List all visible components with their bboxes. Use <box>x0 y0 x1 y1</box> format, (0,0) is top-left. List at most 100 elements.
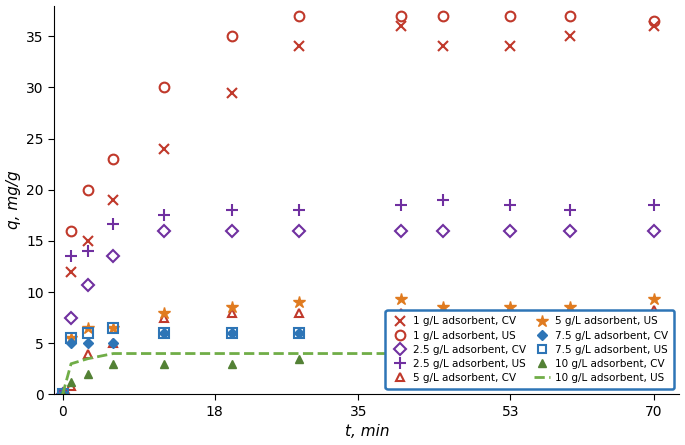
10 g/L adsorbent, CV <box>58 392 66 397</box>
5 g/L adsorbent, US <box>566 305 574 310</box>
Line: 5 g/L adsorbent, US: 5 g/L adsorbent, US <box>56 293 660 400</box>
Line: 5 g/L adsorbent, CV: 5 g/L adsorbent, CV <box>58 305 658 399</box>
1 g/L adsorbent, US <box>227 33 236 39</box>
7.5 g/L adsorbent, CV <box>650 330 658 336</box>
Line: 10 g/L adsorbent, US: 10 g/L adsorbent, US <box>62 353 654 394</box>
10 g/L adsorbent, US <box>58 392 66 397</box>
Line: 2.5 g/L adsorbent, US: 2.5 g/L adsorbent, US <box>66 194 660 262</box>
7.5 g/L adsorbent, US <box>506 330 514 336</box>
2.5 g/L adsorbent, CV <box>295 228 303 233</box>
10 g/L adsorbent, US <box>566 351 574 356</box>
1 g/L adsorbent, CV <box>58 392 66 397</box>
5 g/L adsorbent, CV <box>84 351 92 356</box>
2.5 g/L adsorbent, US <box>160 213 168 218</box>
1 g/L adsorbent, US <box>438 13 447 18</box>
5 g/L adsorbent, US <box>67 336 75 341</box>
10 g/L adsorbent, CV <box>295 356 303 361</box>
7.5 g/L adsorbent, CV <box>295 330 303 336</box>
10 g/L adsorbent, CV <box>438 356 447 361</box>
1 g/L adsorbent, CV <box>84 238 92 243</box>
10 g/L adsorbent, CV <box>566 356 574 361</box>
1 g/L adsorbent, CV <box>67 269 75 274</box>
2.5 g/L adsorbent, US <box>397 202 405 208</box>
7.5 g/L adsorbent, CV <box>397 330 405 336</box>
2.5 g/L adsorbent, CV <box>566 228 574 233</box>
Line: 1 g/L adsorbent, US: 1 g/L adsorbent, US <box>66 11 659 235</box>
5 g/L adsorbent, US <box>506 305 514 310</box>
7.5 g/L adsorbent, US <box>109 325 117 331</box>
5 g/L adsorbent, CV <box>227 310 236 315</box>
10 g/L adsorbent, US <box>438 351 447 356</box>
7.5 g/L adsorbent, US <box>650 330 658 336</box>
10 g/L adsorbent, CV <box>160 361 168 366</box>
7.5 g/L adsorbent, CV <box>160 330 168 336</box>
7.5 g/L adsorbent, US <box>160 330 168 336</box>
10 g/L adsorbent, US <box>650 351 658 356</box>
5 g/L adsorbent, CV <box>506 307 514 312</box>
1 g/L adsorbent, US <box>295 13 303 18</box>
5 g/L adsorbent, US <box>295 299 303 305</box>
2.5 g/L adsorbent, US <box>227 207 236 213</box>
10 g/L adsorbent, CV <box>109 361 117 366</box>
10 g/L adsorbent, US <box>295 351 303 356</box>
1 g/L adsorbent, CV <box>438 44 447 49</box>
1 g/L adsorbent, US <box>506 13 514 18</box>
1 g/L adsorbent, US <box>160 85 168 90</box>
10 g/L adsorbent, US <box>109 351 117 356</box>
2.5 g/L adsorbent, CV <box>506 228 514 233</box>
5 g/L adsorbent, CV <box>109 340 117 346</box>
10 g/L adsorbent, CV <box>397 353 405 358</box>
2.5 g/L adsorbent, US <box>566 207 574 213</box>
1 g/L adsorbent, US <box>650 18 658 24</box>
Line: 7.5 g/L adsorbent, CV: 7.5 g/L adsorbent, CV <box>59 330 658 398</box>
5 g/L adsorbent, CV <box>58 392 66 397</box>
1 g/L adsorbent, US <box>566 13 574 18</box>
5 g/L adsorbent, CV <box>650 307 658 312</box>
1 g/L adsorbent, US <box>67 228 75 233</box>
7.5 g/L adsorbent, US <box>397 330 405 336</box>
7.5 g/L adsorbent, CV <box>58 392 66 397</box>
7.5 g/L adsorbent, US <box>295 330 303 336</box>
1 g/L adsorbent, US <box>109 156 117 162</box>
Line: 2.5 g/L adsorbent, CV: 2.5 g/L adsorbent, CV <box>58 227 658 399</box>
2.5 g/L adsorbent, US <box>295 207 303 213</box>
10 g/L adsorbent, US <box>67 361 75 366</box>
1 g/L adsorbent, US <box>397 13 405 18</box>
7.5 g/L adsorbent, US <box>438 330 447 336</box>
7.5 g/L adsorbent, US <box>566 330 574 336</box>
5 g/L adsorbent, US <box>227 305 236 310</box>
2.5 g/L adsorbent, US <box>438 197 447 202</box>
2.5 g/L adsorbent, CV <box>58 392 66 397</box>
1 g/L adsorbent, CV <box>566 33 574 39</box>
2.5 g/L adsorbent, CV <box>227 228 236 233</box>
10 g/L adsorbent, US <box>506 351 514 356</box>
10 g/L adsorbent, CV <box>506 356 514 361</box>
7.5 g/L adsorbent, CV <box>506 330 514 336</box>
10 g/L adsorbent, US <box>84 356 92 361</box>
7.5 g/L adsorbent, CV <box>109 340 117 346</box>
5 g/L adsorbent, CV <box>397 310 405 315</box>
10 g/L adsorbent, CV <box>650 353 658 358</box>
2.5 g/L adsorbent, US <box>109 221 117 226</box>
10 g/L adsorbent, CV <box>67 380 75 385</box>
7.5 g/L adsorbent, US <box>84 330 92 336</box>
2.5 g/L adsorbent, CV <box>397 228 405 233</box>
Line: 10 g/L adsorbent, CV: 10 g/L adsorbent, CV <box>58 352 658 399</box>
5 g/L adsorbent, US <box>397 297 405 302</box>
1 g/L adsorbent, CV <box>109 197 117 202</box>
2.5 g/L adsorbent, CV <box>67 315 75 320</box>
5 g/L adsorbent, CV <box>67 384 75 389</box>
5 g/L adsorbent, CV <box>566 307 574 312</box>
1 g/L adsorbent, CV <box>650 23 658 28</box>
1 g/L adsorbent, CV <box>227 90 236 95</box>
1 g/L adsorbent, CV <box>160 146 168 151</box>
7.5 g/L adsorbent, CV <box>566 330 574 336</box>
5 g/L adsorbent, CV <box>438 310 447 315</box>
5 g/L adsorbent, US <box>160 310 168 315</box>
10 g/L adsorbent, US <box>227 351 236 356</box>
10 g/L adsorbent, US <box>397 351 405 356</box>
7.5 g/L adsorbent, CV <box>84 340 92 346</box>
X-axis label: t, min: t, min <box>345 425 389 440</box>
7.5 g/L adsorbent, CV <box>227 330 236 336</box>
2.5 g/L adsorbent, US <box>67 254 75 259</box>
